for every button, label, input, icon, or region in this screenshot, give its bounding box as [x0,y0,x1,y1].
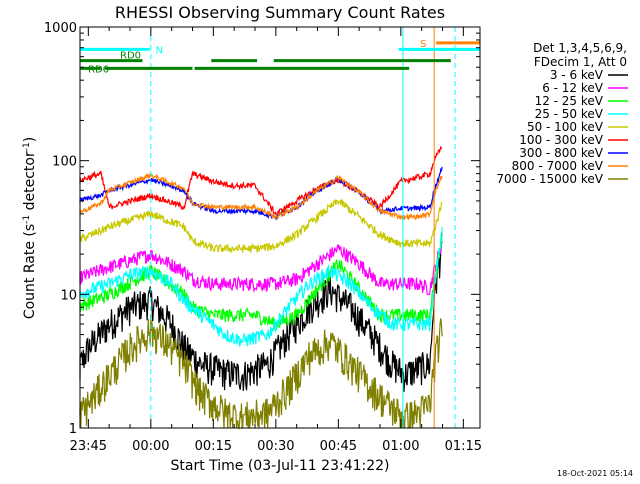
x-tick-label: 01:15 [445,439,482,454]
series-line [79,227,443,347]
y-axis: 1 10 100 1000 [44,21,480,437]
legend-header: Det 1,3,4,5,6,9, [533,41,627,55]
annotation-label: RD6 [88,64,109,75]
y-axis-label: Count Rate (s-1 detector-1) [22,137,38,319]
x-tick-label: 23:45 [70,439,107,454]
legend-label: 7000 - 15000 keV [496,172,603,186]
y-tick-label: 1000 [44,21,77,36]
plot-area [79,145,443,431]
series-line [79,145,443,216]
x-tick-label: 00:30 [257,439,294,454]
legend-label: 3 - 6 keV [550,68,604,82]
legend-label: 12 - 25 keV [535,94,604,108]
legend-label: 300 - 800 keV [519,146,603,160]
legend-header: FDecim 1, Att 0 [534,55,627,69]
y-label-part: ) [22,137,38,142]
render-timestamp: 18-Oct-2021 05:14 [557,469,633,478]
y-label-sup: -1 [22,142,32,151]
series-line [79,231,443,392]
legend: Det 1,3,4,5,6,9,FDecim 1, Att 03 - 6 keV… [496,41,628,186]
series-line [79,233,443,331]
legend-label: 25 - 50 keV [535,107,604,121]
chart-title: RHESSI Observing Summary Count Rates [115,3,445,22]
x-axis: 23:45 00:00 00:15 00:30 00:45 01:00 01:15 [70,27,482,454]
legend-label: 800 - 7000 keV [512,159,604,173]
y-tick-label: 10 [60,288,77,303]
series-line [79,241,443,296]
x-axis-label: Start Time (03-Jul-11 23:41:22) [170,458,389,474]
y-label-part: detector [22,151,38,215]
x-tick-label: 00:15 [195,439,232,454]
y-tick-label: 1 [69,422,77,437]
legend-label: 100 - 300 keV [519,133,603,147]
legend-label: 50 - 100 keV [527,120,604,134]
series-line [79,198,443,254]
y-label-sup: -1 [22,215,32,224]
y-label-part: Count Rate (s [22,224,38,319]
annotation-label: N [156,45,163,56]
y-tick-label: 100 [52,155,77,170]
x-tick-label: 00:00 [132,439,169,454]
x-tick-label: 01:00 [382,439,419,454]
plot-frame [79,26,481,429]
x-tick-label: 00:45 [320,439,357,454]
legend-label: 6 - 12 keV [542,81,604,95]
annotation-label: RD0 [120,51,141,62]
series-line [79,172,443,221]
annotation-label: S [420,39,426,50]
